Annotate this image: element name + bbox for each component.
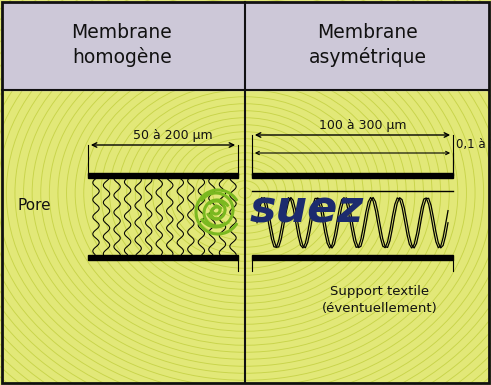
Text: Support textile
(éventuellement): Support textile (éventuellement): [322, 285, 438, 315]
Text: Membrane
asymétrique: Membrane asymétrique: [309, 23, 427, 67]
Bar: [88, 254, 238, 259]
Text: Membrane
homogène: Membrane homogène: [72, 23, 172, 67]
Text: 50 à 200 µm: 50 à 200 µm: [133, 129, 213, 142]
Bar: [252, 172, 453, 177]
Text: Pore: Pore: [18, 199, 52, 214]
Text: 0,1 à 1 µm (peau): 0,1 à 1 µm (peau): [456, 138, 491, 151]
Bar: [252, 254, 453, 259]
Bar: [88, 172, 238, 177]
Bar: [2, 2, 489, 90]
Text: 100 à 300 µm: 100 à 300 µm: [319, 119, 406, 132]
Text: suez: suez: [250, 189, 364, 231]
